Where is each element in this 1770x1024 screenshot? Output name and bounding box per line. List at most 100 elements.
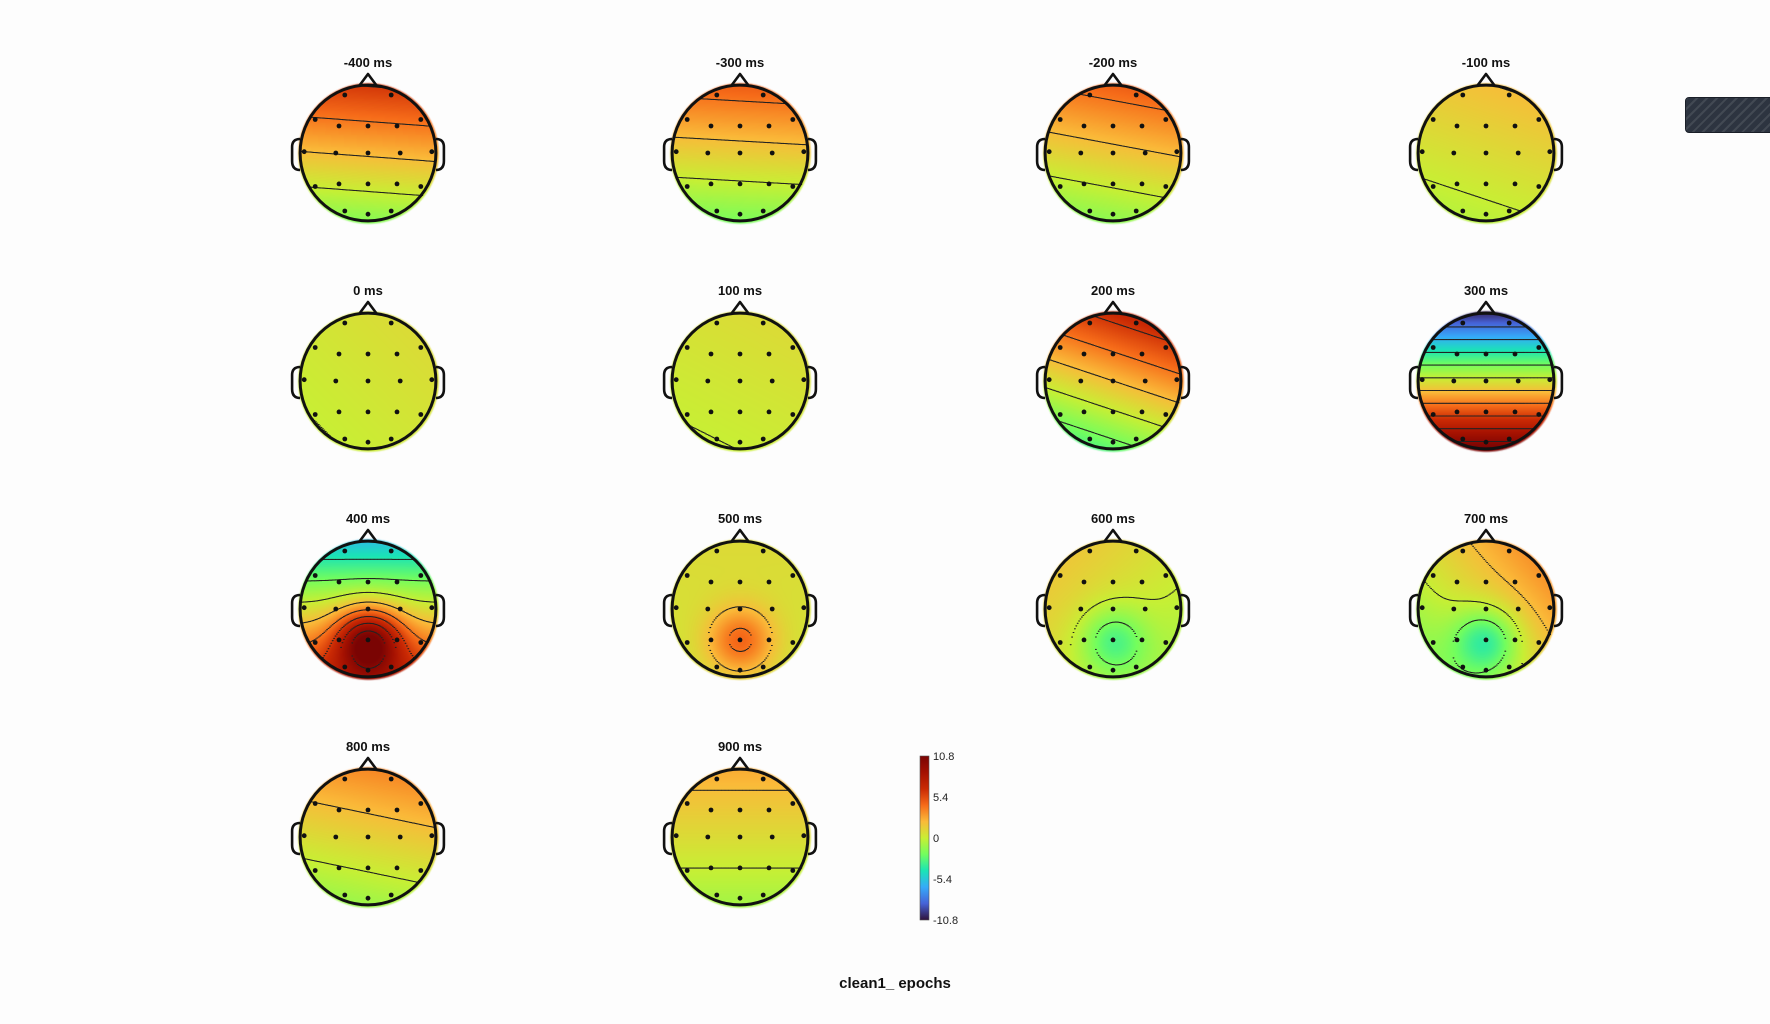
electrode-marker [1430, 345, 1436, 350]
electrode-marker [388, 92, 394, 98]
topomap-time-label: 400 ms [346, 511, 390, 526]
electrode-marker [1506, 320, 1512, 326]
electrode-marker [714, 208, 720, 214]
electrode-marker [1163, 184, 1169, 189]
nose-outline [357, 300, 379, 315]
electrode-marker [1483, 123, 1489, 129]
electrode-marker [1110, 351, 1116, 357]
electrode-marker [1515, 378, 1521, 384]
electrode-marker [1057, 573, 1063, 578]
electrode-marker [1057, 184, 1063, 189]
electrode-marker [684, 117, 690, 122]
left-ear-outline [290, 593, 301, 628]
nose-outline [729, 756, 751, 771]
electrode-marker [301, 377, 307, 383]
electrode-marker [312, 573, 318, 578]
electrode-marker [714, 776, 720, 782]
electrode-marker [766, 807, 772, 813]
electrode-marker [429, 605, 435, 611]
electrode-marker [333, 834, 339, 840]
electrode-marker [1536, 345, 1542, 350]
electrode-marker [397, 150, 403, 156]
electrode-marker [365, 351, 371, 357]
electrode-marker [684, 801, 690, 806]
electrode-marker [737, 834, 743, 840]
electrode-marker [1419, 149, 1425, 155]
electrode-marker [394, 123, 400, 129]
topomap: -300 ms [662, 55, 818, 225]
electrode-marker [342, 776, 348, 782]
electrode-marker [418, 184, 424, 189]
electrode-marker [365, 211, 371, 217]
electrode-marker [342, 892, 348, 898]
electrode-marker [1142, 606, 1148, 612]
electrode-marker [1430, 412, 1436, 417]
electrode-marker [1133, 436, 1139, 442]
electrode-marker [1139, 409, 1145, 415]
electrode-marker [1483, 150, 1489, 156]
topomap-time-label: 0 ms [353, 283, 383, 298]
head-outline [670, 767, 810, 907]
electrode-marker [388, 436, 394, 442]
electrode-marker [1515, 606, 1521, 612]
electrode-marker [1506, 664, 1512, 670]
electrode-marker [1483, 211, 1489, 217]
topomap-isoline [1094, 621, 1138, 666]
electrode-marker [336, 637, 342, 643]
topomap: 200 ms [1035, 283, 1191, 453]
electrode-marker [429, 833, 435, 839]
electrode-marker [1547, 377, 1553, 383]
electrode-marker [1483, 637, 1489, 643]
electrode-marker [1087, 92, 1093, 98]
electrode-marker [1057, 345, 1063, 350]
head-outline [670, 539, 810, 679]
electrode-marker [1110, 409, 1116, 415]
electrode-marker [333, 606, 339, 612]
electrode-marker [1057, 412, 1063, 417]
electrode-marker [1087, 208, 1093, 214]
electrode-marker [1139, 579, 1145, 585]
electrode-marker [714, 320, 720, 326]
electrode-marker [1483, 351, 1489, 357]
electrode-marker [769, 606, 775, 612]
electrode-marker [1174, 377, 1180, 383]
electrode-marker [1454, 409, 1460, 415]
right-ear-outline [1553, 137, 1564, 172]
electrode-marker [365, 181, 371, 187]
nose-outline [357, 72, 379, 87]
right-ear-outline [435, 137, 446, 172]
electrode-marker [1078, 606, 1084, 612]
head-outline [1043, 311, 1183, 451]
electrode-marker [1110, 150, 1116, 156]
electrode-marker [705, 606, 711, 612]
left-ear-outline [290, 821, 301, 856]
electrode-marker [397, 606, 403, 612]
electrode-marker [1110, 211, 1116, 217]
topomap-contours [1044, 315, 1181, 447]
electrode-marker [714, 436, 720, 442]
head-outline [670, 83, 810, 223]
right-ear-outline [1553, 365, 1564, 400]
electrode-marker [1483, 579, 1489, 585]
electrode-marker [1506, 92, 1512, 98]
electrode-marker [769, 834, 775, 840]
topomap-grid: -400 ms -300 ms -200 ms -100 ms 0 ms 100 ms 20… [290, 55, 1564, 909]
nose-outline [729, 300, 751, 315]
electrode-marker [1133, 548, 1139, 554]
electrode-marker [1454, 637, 1460, 643]
left-ear-outline [290, 137, 301, 172]
topomap: -100 ms [1408, 55, 1564, 225]
electrode-marker [1081, 579, 1087, 585]
topomap: 600 ms [1035, 511, 1191, 681]
topomap-isoline [351, 630, 386, 669]
electrode-marker [790, 801, 796, 806]
electrode-marker [737, 409, 743, 415]
electrode-marker [708, 181, 714, 187]
electrode-marker [418, 573, 424, 578]
electrode-marker [312, 184, 318, 189]
electrode-marker [790, 640, 796, 645]
electrode-marker [705, 834, 711, 840]
electrode-marker [388, 208, 394, 214]
electrode-marker [766, 865, 772, 871]
side-panel-tab[interactable] [1685, 97, 1770, 133]
